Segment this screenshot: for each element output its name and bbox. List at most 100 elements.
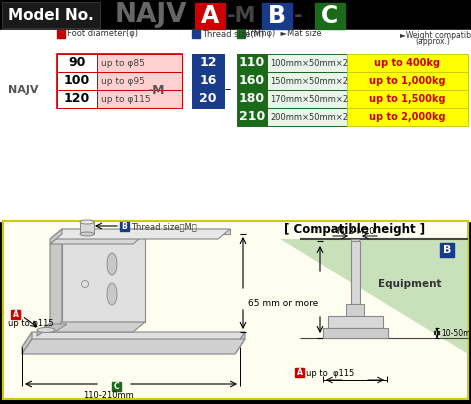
Bar <box>267 72 347 90</box>
Text: 110-210mm: 110-210mm <box>82 391 133 400</box>
Text: ►Weight compatibility: ►Weight compatibility <box>400 30 471 40</box>
Bar <box>262 3 292 29</box>
Bar <box>347 108 468 126</box>
Bar <box>57 54 182 108</box>
Polygon shape <box>50 234 145 244</box>
Text: up to φ115: up to φ115 <box>101 95 151 103</box>
Text: 210: 210 <box>239 111 265 124</box>
Text: B: B <box>121 222 127 231</box>
Text: 120: 120 <box>64 93 90 105</box>
Polygon shape <box>22 332 245 347</box>
Bar <box>2 2 100 28</box>
Text: 16: 16 <box>199 74 217 88</box>
Ellipse shape <box>81 280 89 288</box>
Bar <box>112 382 121 391</box>
Polygon shape <box>22 339 245 354</box>
Text: Foot diameter(φ): Foot diameter(φ) <box>67 29 138 38</box>
Ellipse shape <box>107 283 117 305</box>
Text: 100: 100 <box>64 74 90 88</box>
Text: NAJV: NAJV <box>115 2 187 28</box>
Text: up to 400kg: up to 400kg <box>374 58 440 68</box>
Text: 100mm×50mm×2: 100mm×50mm×2 <box>270 59 348 67</box>
Ellipse shape <box>37 328 55 332</box>
Text: 12: 12 <box>199 57 217 69</box>
Bar <box>347 54 468 72</box>
Text: M12-M20: M12-M20 <box>336 227 374 236</box>
Text: Equipment: Equipment <box>378 279 442 289</box>
Polygon shape <box>37 324 49 336</box>
Text: C: C <box>321 4 339 28</box>
Text: A: A <box>13 310 18 319</box>
Text: 170mm×50mm×2: 170mm×50mm×2 <box>270 95 348 103</box>
Text: 90: 90 <box>68 57 86 69</box>
Polygon shape <box>62 229 230 234</box>
Bar <box>195 3 225 29</box>
Bar <box>315 3 345 29</box>
Text: -: - <box>294 6 303 26</box>
Bar <box>120 222 129 231</box>
Text: 20: 20 <box>199 93 217 105</box>
Polygon shape <box>235 332 245 354</box>
Bar <box>267 108 347 126</box>
Text: up to 1,500kg: up to 1,500kg <box>369 94 446 104</box>
Text: up to 2,000kg: up to 2,000kg <box>369 112 446 122</box>
Text: 200mm×50mm×2: 200mm×50mm×2 <box>270 112 348 122</box>
Bar <box>323 328 388 338</box>
Text: -M: -M <box>227 6 256 26</box>
Bar <box>351 239 359 241</box>
Polygon shape <box>50 322 145 332</box>
Ellipse shape <box>107 253 117 275</box>
Text: Thread size(M): Thread size(M) <box>202 29 264 38</box>
Bar <box>57 72 97 90</box>
Text: up to  φ115: up to φ115 <box>306 368 354 377</box>
Text: 180: 180 <box>239 93 265 105</box>
Polygon shape <box>22 332 32 354</box>
Bar <box>237 108 267 126</box>
Text: Thread size（M）: Thread size（M） <box>131 223 197 231</box>
Bar <box>440 243 454 257</box>
Text: -M: -M <box>147 84 164 97</box>
Text: NAJV: NAJV <box>8 85 39 95</box>
Polygon shape <box>280 239 468 354</box>
Bar <box>0 30 471 221</box>
Text: 65 mm or more: 65 mm or more <box>248 299 318 309</box>
Polygon shape <box>37 324 67 332</box>
Text: A: A <box>201 4 219 28</box>
Bar <box>3 221 468 399</box>
Text: –: – <box>225 84 231 97</box>
Bar <box>57 54 97 72</box>
Text: (mmφ)  ►Mat size: (mmφ) ►Mat size <box>247 29 322 38</box>
Text: B: B <box>443 245 451 255</box>
Bar <box>57 90 97 108</box>
Bar <box>80 222 94 234</box>
Bar <box>347 72 468 90</box>
Bar <box>11 310 20 319</box>
Bar <box>346 304 364 316</box>
Bar <box>97 90 182 108</box>
Bar <box>237 72 267 90</box>
Text: (approx.): (approx.) <box>415 38 450 46</box>
Bar <box>97 54 182 72</box>
Text: B: B <box>268 4 286 28</box>
Text: [ Compatible height ]: [ Compatible height ] <box>284 223 426 236</box>
Text: 110: 110 <box>239 57 265 69</box>
Bar <box>328 316 383 328</box>
Bar <box>295 368 304 377</box>
Text: 150mm×50mm×2: 150mm×50mm×2 <box>270 76 348 86</box>
Bar <box>267 54 347 72</box>
Text: C: C <box>114 382 119 391</box>
Polygon shape <box>50 234 62 332</box>
Text: up to φ95: up to φ95 <box>101 76 145 86</box>
Bar <box>192 72 224 90</box>
Text: up to φ115: up to φ115 <box>8 320 54 328</box>
Bar <box>347 90 468 108</box>
Bar <box>351 241 360 304</box>
Text: 160: 160 <box>239 74 265 88</box>
Text: up to 1,000kg: up to 1,000kg <box>369 76 446 86</box>
Bar <box>267 90 347 108</box>
Bar <box>192 30 200 38</box>
Polygon shape <box>50 229 230 239</box>
Bar <box>57 30 65 38</box>
Bar <box>237 54 267 72</box>
Bar <box>97 72 182 90</box>
